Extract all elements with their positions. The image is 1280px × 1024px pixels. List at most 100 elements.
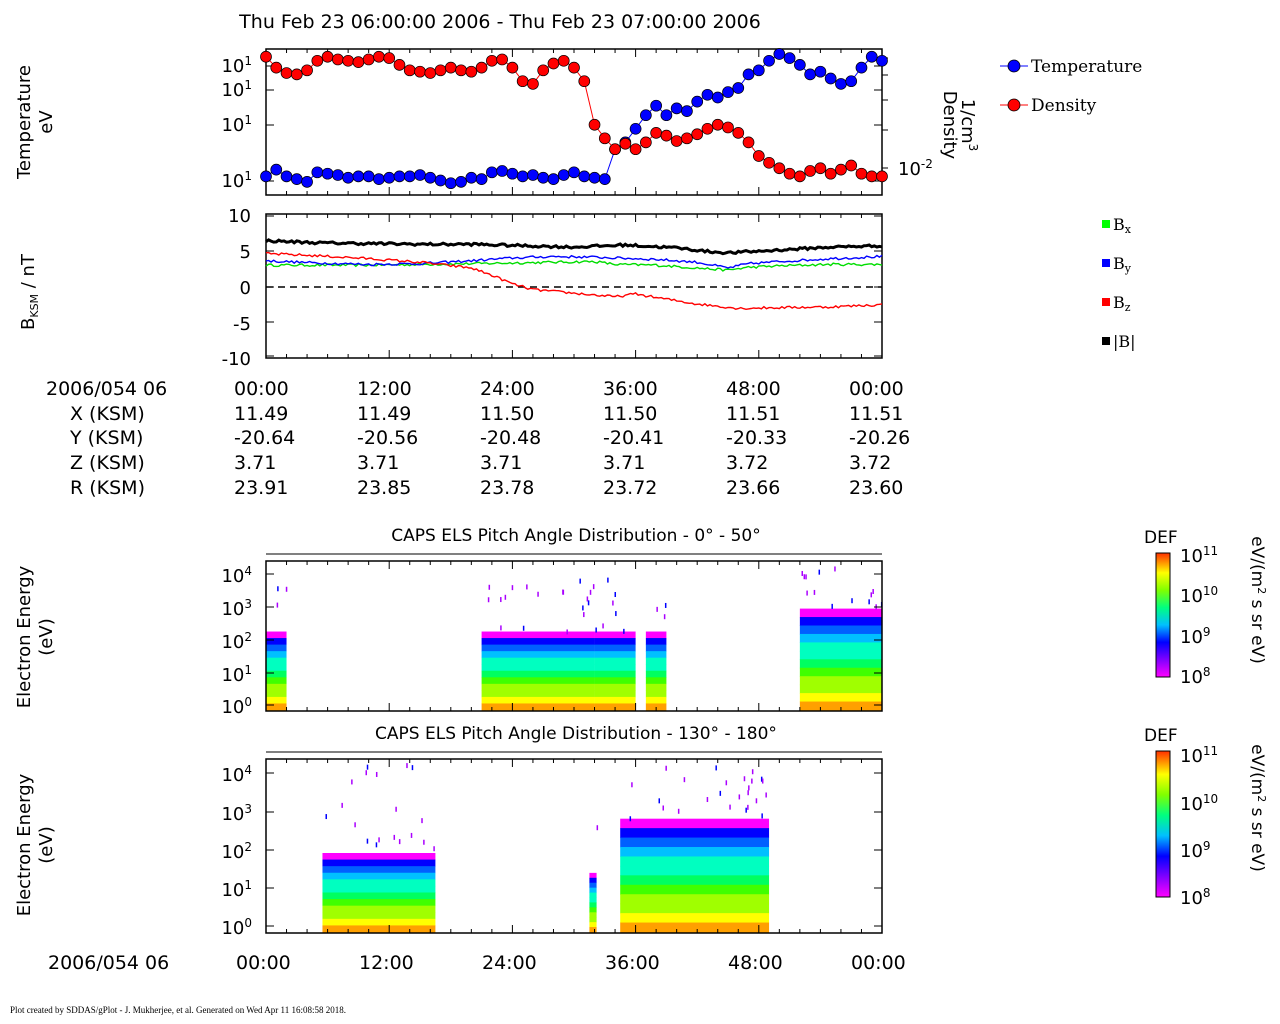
spectrogram-cell	[481, 664, 595, 672]
spectrogram2-title: CAPS ELS Pitch Angle Distribution - 130°…	[375, 724, 777, 744]
ephemeris-row-label: Z (KSM)	[70, 452, 145, 474]
spectrogram-cell	[645, 696, 667, 704]
spectrogram-speckle	[801, 570, 803, 576]
panel2-yticklabels: 10 5 0 -5 -10	[222, 206, 251, 370]
spectrogram-speckle	[751, 778, 753, 784]
spectrogram-speckle	[614, 592, 617, 598]
spectrogram-speckle	[729, 804, 731, 810]
svg-text:104: 104	[221, 763, 252, 786]
spectrogram-cell	[645, 631, 667, 639]
spectrogram-speckle	[592, 584, 595, 590]
spectrogram-cell	[322, 892, 436, 900]
data-point-density	[444, 61, 457, 74]
spectrogram-speckle	[341, 802, 343, 808]
data-point-temperature	[342, 171, 354, 184]
spectrogram-cell	[589, 877, 597, 884]
ephemeris-cell: 11.51	[726, 403, 780, 425]
data-point-density	[301, 64, 313, 77]
spectrogram-speckle	[834, 566, 836, 572]
data-point-density	[722, 121, 734, 134]
spectrogram1-ylabel-energy: Electron Energy	[14, 565, 35, 708]
data-point-temperature	[660, 109, 673, 122]
data-point-temperature	[486, 166, 498, 179]
legend-by-label: By	[1113, 254, 1132, 275]
spectrogram1-title: CAPS ELS Pitch Angle Distribution - 0° -…	[391, 526, 760, 546]
svg-text:101: 101	[221, 78, 252, 101]
data-point-temperature	[516, 170, 529, 183]
spectrogram-speckle	[433, 846, 435, 852]
svg-text:103: 103	[221, 802, 252, 825]
legend-bmag-swatch	[1102, 337, 1110, 345]
panel2-data	[265, 238, 883, 311]
spectrogram-speckle	[375, 842, 378, 848]
data-point-density	[691, 128, 704, 141]
bottom-time-axis: 2006/054 06 00:00 12:00 24:00 36:00 48:0…	[48, 952, 906, 974]
ephemeris-tick-1: 12:00	[357, 378, 412, 400]
ephemeris-row-label: R (KSM)	[70, 477, 145, 499]
spectrogram-cell	[481, 677, 595, 685]
spectrogram-cell	[322, 899, 436, 907]
data-point-density	[465, 65, 478, 78]
data-point-temperature	[598, 173, 611, 185]
data-point-density	[424, 67, 437, 79]
data-point-temperature	[845, 75, 858, 88]
spectrogram-speckle	[582, 605, 584, 611]
spectrogram-speckle	[398, 839, 401, 845]
spectrogram-cell	[799, 625, 882, 635]
spectrogram-cell	[645, 644, 667, 652]
svg-text:1010: 1010	[1180, 792, 1218, 815]
spectrogram-cell	[594, 703, 636, 711]
data-point-density	[352, 56, 365, 69]
spectrogram-cell	[589, 887, 597, 894]
spectrogram-speckle	[365, 770, 367, 776]
spectrogram-speckle	[366, 764, 369, 770]
spectrogram-cell	[594, 644, 636, 652]
field-line-By	[265, 254, 883, 269]
spectrogram-cell	[594, 690, 636, 698]
ephemeris-cell: 11.49	[234, 403, 288, 425]
svg-text:101: 101	[221, 54, 252, 77]
spectrogram-speckle	[285, 586, 288, 592]
ephemeris-cell: 3.71	[357, 452, 399, 474]
svg-text:108: 108	[1180, 886, 1211, 909]
spectrogram-cell	[620, 913, 770, 924]
spectrogram-cell	[594, 696, 636, 704]
spectrogram-cell	[799, 633, 882, 643]
colorbar-2: DEF 1011 1010 109 108 eV/(m2 s sr eV)	[1144, 726, 1268, 909]
spectrogram-speckle	[868, 599, 870, 605]
spectrogram-cell	[620, 922, 770, 933]
spectrogram-cell	[266, 683, 287, 691]
data-point-temperature	[301, 175, 313, 188]
spectrogram-speckle	[683, 777, 686, 783]
spectrogram-cell	[589, 927, 597, 933]
data-point-temperature	[670, 102, 683, 115]
spectrogram-cell	[645, 657, 667, 665]
ephemeris-row-label: Y (KSM)	[69, 427, 143, 449]
spectrogram-cell	[620, 894, 770, 905]
spectrogram-cell	[620, 818, 770, 829]
spectrogram-cell	[481, 631, 595, 639]
spectrogram-speckle	[831, 603, 833, 609]
panel1-legend: Temperature Density	[1000, 57, 1142, 116]
spectrogram-cell	[594, 631, 636, 639]
spectrogram-speckle	[511, 585, 514, 591]
spectrogram-cell	[322, 885, 436, 893]
spectrogram-cell	[620, 847, 770, 857]
data-point-density	[373, 50, 385, 63]
spectrogram-cell	[266, 696, 287, 704]
spectrogram-speckle	[748, 785, 750, 791]
data-point-density	[763, 156, 775, 169]
data-point-temperature	[496, 165, 508, 177]
spectrogram-speckle	[487, 597, 490, 603]
data-point-density	[383, 52, 396, 64]
colorbar1-title: DEF	[1144, 528, 1178, 548]
colorbar2-ticklabels: 1011 1010 109 108	[1180, 744, 1218, 909]
spectrogram-cell	[322, 859, 436, 867]
spectrogram-cell	[481, 644, 595, 652]
data-point-temperature	[742, 68, 755, 81]
spectrogram-cell	[799, 684, 882, 694]
data-point-density	[670, 135, 683, 147]
spectrogram-speckle	[607, 577, 609, 583]
svg-text:109: 109	[1180, 625, 1211, 648]
data-point-density	[496, 53, 508, 66]
